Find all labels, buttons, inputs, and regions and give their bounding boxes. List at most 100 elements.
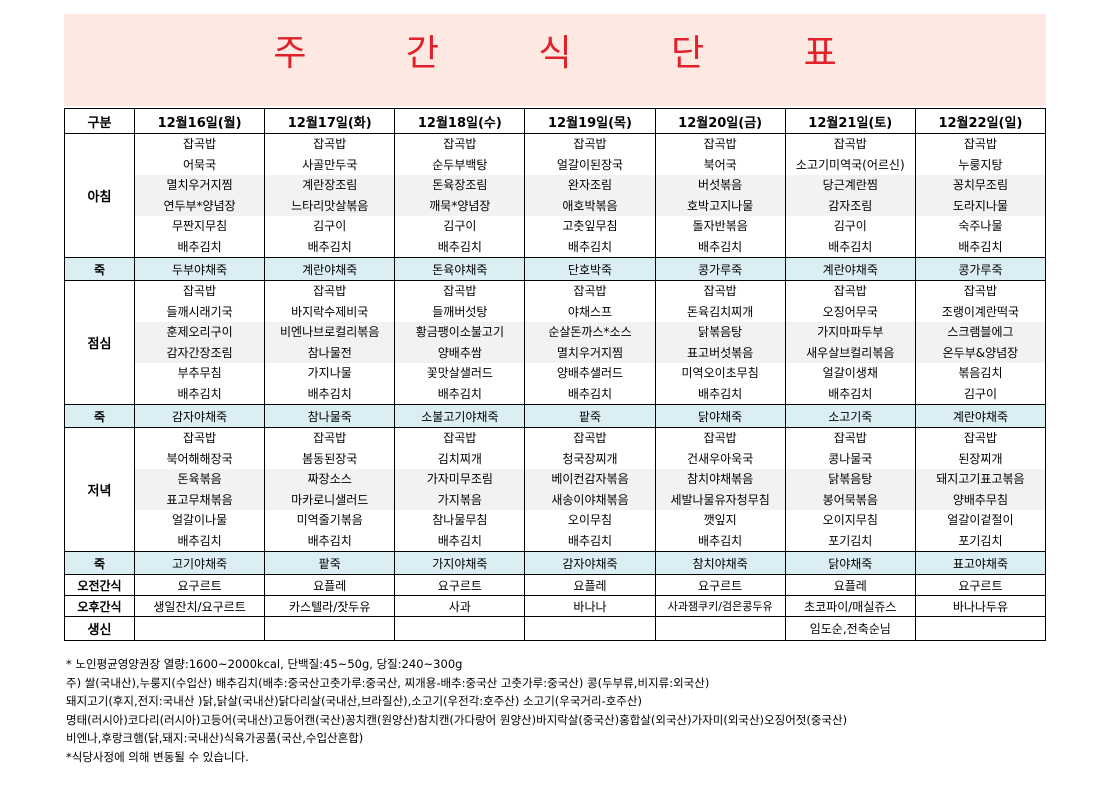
porridge-item: 콩가루죽: [654, 257, 786, 281]
porridge-item: 계란야채죽: [784, 257, 916, 281]
porridge-item: 소불고기야채죽: [394, 404, 526, 428]
menu-item: 깨묵*양념장: [395, 195, 524, 216]
snack-item: 초코파이/매실쥬스: [784, 595, 916, 617]
menu-item: 표고버섯볶음: [656, 342, 785, 363]
menu-item: 연두부*양념장: [135, 195, 264, 216]
menu-item: 세발나물유자청무침: [656, 489, 785, 510]
snack-item: 요구르트: [654, 574, 786, 596]
snack-am-label: 오전간식: [64, 574, 135, 596]
menu-item: 무짠지무침: [171, 219, 228, 233]
menu-item: 잡곡밥: [313, 431, 347, 445]
porridge-row: 죽 고기야채죽 팥죽 가지야채죽 감자야채죽 참치야채죽 닭야채죽 표고야채죽: [64, 551, 1047, 575]
lunch-cell: 잡곡밥 조랭이계란떡국 스크램블에그 온두부&양념장 볶음김치 김구이: [914, 280, 1047, 405]
menu-item: 오이무침: [567, 513, 613, 527]
menu-item: 봉어묵볶음: [786, 489, 915, 510]
menu-item: 새송이야채볶음: [525, 489, 655, 510]
snack-item: 사과잼쿠키/검은콩두유: [654, 595, 786, 617]
menu-item: 김구이: [443, 219, 477, 233]
porridge-item: 두부야채죽: [133, 257, 266, 281]
menu-item: 얼갈이나물: [171, 513, 228, 527]
menu-item: 들깨버섯탕: [432, 304, 488, 319]
menu-item: 배추김치: [567, 239, 613, 254]
footnote-line: 비엔나,후랑크햄(닭,돼지:국내산)식육가공품(국산,수입산혼합): [66, 731, 364, 745]
menu-item: 잡곡밥: [313, 137, 347, 151]
porridge-item: 단호박죽: [524, 257, 656, 281]
menu-item: 배추김치: [437, 533, 482, 548]
menu-item: 배추김치: [828, 386, 873, 401]
menu-item: 소고기미역국(어르신): [795, 157, 905, 172]
breakfast-label: 아침: [64, 133, 135, 258]
dinner-cell: 잡곡밥 콩나물국 닭볶음탕 봉어묵볶음 오이지무침 포기김치: [784, 427, 916, 552]
menu-item: 깻잎지: [703, 513, 737, 527]
menu-item: 애호박볶음: [525, 195, 655, 216]
snack-item: 카스텔라/잣두유: [264, 595, 396, 617]
porridge-row: 죽 두부야채죽 계란야채죽 돈육야채죽 단호박죽 콩가루죽 계란야채죽 콩가루죽: [64, 257, 1047, 281]
header-day: 12월17일(화): [264, 108, 396, 134]
birthday-item: 임도순,전축순님: [784, 616, 916, 641]
menu-item: 버섯볶음: [656, 175, 785, 196]
menu-item: 잡곡밥: [703, 431, 737, 445]
birthday-item: [524, 616, 656, 641]
dinner-cell: 잡곡밥 된장찌개 돼지고기표고볶음 양배추무침 얼갈이겉절이 포기김치: [914, 427, 1047, 552]
footnote-line: *식당사정에 의해 변동될 수 있습니다.: [66, 749, 249, 764]
page-title: 주 간 식 단 표: [273, 33, 881, 74]
menu-item: 배추김치: [698, 239, 743, 254]
menu-item: 양배추무침: [916, 489, 1045, 510]
menu-item: 배추김치: [437, 386, 482, 401]
snack-item: 요플레: [524, 574, 656, 596]
menu-item: 잡곡밥: [443, 137, 477, 151]
menu-item: 느타리맛살볶음: [265, 195, 394, 216]
breakfast-cell: 잡곡밥 누룽지탕 꽁치무조림 도라지나물 숙주나물 배추김치: [914, 133, 1047, 258]
menu-item: 닭볶음탕: [656, 322, 785, 343]
menu-item: 새우살브컬리볶음: [786, 342, 915, 363]
menu-item: 미역줄기볶음: [296, 513, 363, 527]
snack-pm-row: 오후간식 생일잔치/요구르트 카스텔라/잣두유 사과 바나나 사과잼쿠키/검은콩…: [64, 595, 1047, 617]
menu-item: 참치야채볶음: [656, 469, 785, 490]
menu-item: 온두부&양념장: [916, 342, 1045, 363]
menu-item: 완자조림: [525, 175, 655, 196]
menu-item: 고춧잎무침: [562, 219, 618, 233]
menu-item: 가자미무조림: [395, 469, 524, 490]
porridge-label: 죽: [64, 404, 135, 428]
porridge-item: 가지야채죽: [394, 551, 526, 575]
menu-item: 가지나물: [307, 366, 352, 380]
menu-item: 잡곡밥: [183, 137, 217, 151]
porridge-item: 참나물죽: [264, 404, 396, 428]
birthday-item: [654, 616, 786, 641]
menu-item: 도라지나물: [916, 195, 1045, 216]
menu-item: 닭볶음탕: [786, 469, 915, 490]
porridge-item: 감자야채죽: [133, 404, 266, 428]
header-day: 12월21일(토): [784, 108, 916, 134]
menu-item: 배추김치: [177, 239, 222, 254]
menu-item: 잡곡밥: [573, 137, 607, 151]
menu-item: 잡곡밥: [963, 284, 997, 298]
menu-item: 마카로니샐러드: [265, 489, 394, 510]
menu-item: 꽁치무조림: [916, 175, 1045, 196]
menu-item: 양배추샐러드: [556, 366, 624, 380]
porridge-label: 죽: [64, 551, 135, 575]
porridge-item: 감자야채죽: [524, 551, 656, 575]
porridge-item: 계란야채죽: [264, 257, 396, 281]
birthday-item: [133, 616, 266, 641]
menu-item: 김구이: [313, 219, 347, 233]
lunch-label: 점심: [64, 280, 135, 405]
menu-item: 황금팽이소불고기: [395, 322, 524, 343]
menu-item: 오이지무침: [822, 513, 878, 527]
menu-item: 포기김치: [828, 533, 873, 548]
birthday-item: [394, 616, 526, 641]
menu-item: 야채스프: [567, 304, 613, 319]
dinner-cell: 잡곡밥 건새우아욱국 참치야채볶음 세발나물유자청무침 깻잎지 배추김치: [654, 427, 786, 552]
porridge-item: 계란야채죽: [914, 404, 1047, 428]
breakfast-cell: 잡곡밥 어묵국 멸치우거지찜 연두부*양념장 무짠지무침 배추김치: [133, 133, 266, 258]
menu-item: 미역오이초무침: [681, 366, 759, 380]
menu-item: 멸치우거지찜: [135, 175, 264, 196]
snack-item: 요구르트: [133, 574, 266, 596]
menu-item: 배추김치: [177, 386, 222, 401]
lunch-cell: 잡곡밥 바지락수제비국 비엔나브로컬리볶음 참나물전 가지나물 배추김치: [264, 280, 396, 405]
menu-item: 김구이: [963, 386, 997, 401]
menu-item: 들깨시래기국: [166, 304, 233, 319]
menu-item: 얼갈이된장국: [556, 157, 624, 172]
menu-item: 얼갈이생채: [822, 366, 878, 380]
menu-item: 짜장소스: [265, 469, 394, 490]
snack-item: 요구르트: [914, 574, 1047, 596]
